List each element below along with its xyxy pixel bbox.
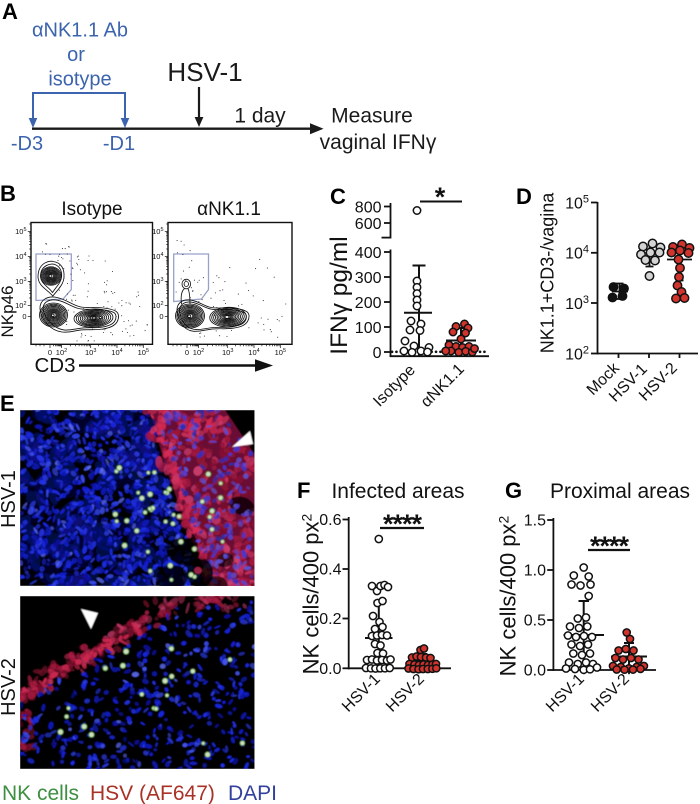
- svg-text:NK1.1+CD3-/vagina: NK1.1+CD3-/vagina: [538, 192, 558, 354]
- svg-text:600: 600: [355, 216, 382, 233]
- svg-text:104: 104: [111, 348, 122, 357]
- svg-text:NK cells/400 px2: NK cells/400 px2: [299, 513, 324, 674]
- svg-text:NK cells/400 px2: NK cells/400 px2: [496, 515, 521, 676]
- svg-text:NKp46: NKp46: [0, 286, 17, 338]
- svg-text:0: 0: [159, 312, 163, 321]
- svg-text:Proximal areas: Proximal areas: [550, 480, 690, 503]
- svg-text:HSV-2: HSV-2: [0, 658, 20, 716]
- svg-text:DAPI: DAPI: [228, 782, 277, 804]
- svg-text:103: 103: [85, 348, 96, 357]
- svg-text:105: 105: [275, 348, 286, 357]
- svg-text:104: 104: [152, 252, 163, 261]
- svg-text:103: 103: [15, 277, 26, 286]
- svg-text:1 day: 1 day: [234, 105, 286, 128]
- svg-text:HSV-1: HSV-1: [167, 57, 242, 87]
- svg-text:F: F: [297, 478, 310, 503]
- svg-text:isotype: isotype: [48, 69, 111, 91]
- svg-text:0: 0: [185, 348, 189, 357]
- svg-text:102: 102: [15, 301, 26, 310]
- svg-text:100: 100: [355, 320, 382, 337]
- svg-text:104: 104: [15, 252, 26, 261]
- svg-text:IFNγ pg/ml: IFNγ pg/ml: [326, 236, 353, 354]
- svg-text:300: 300: [355, 270, 382, 287]
- svg-text:0: 0: [373, 345, 382, 362]
- svg-text:B: B: [0, 181, 16, 206]
- svg-text:CD3: CD3: [35, 354, 76, 377]
- svg-text:400: 400: [355, 245, 382, 262]
- svg-text:0: 0: [22, 312, 26, 321]
- svg-text:-D1: -D1: [103, 133, 135, 155]
- svg-text:105: 105: [138, 348, 149, 357]
- svg-text:0.0: 0.0: [319, 661, 341, 678]
- svg-text:-D3: -D3: [11, 133, 43, 155]
- svg-text:D: D: [516, 184, 532, 209]
- svg-text:****: ****: [383, 509, 423, 539]
- svg-text:0.5: 0.5: [524, 613, 546, 630]
- svg-text:G: G: [505, 478, 522, 503]
- svg-text:0.0: 0.0: [524, 663, 546, 680]
- svg-text:****: ****: [590, 531, 630, 561]
- svg-text:800: 800: [355, 199, 382, 216]
- svg-text:HSV-1: HSV-1: [0, 470, 20, 528]
- svg-text:αNK1.1: αNK1.1: [197, 199, 261, 220]
- svg-text:Isotype: Isotype: [61, 199, 122, 220]
- svg-text:0.2: 0.2: [319, 611, 341, 628]
- svg-text:103: 103: [222, 348, 233, 357]
- svg-text:105: 105: [15, 227, 26, 236]
- svg-text:vaginal IFNγ: vaginal IFNγ: [320, 131, 437, 154]
- svg-text:C: C: [330, 184, 346, 209]
- svg-text:Infected areas: Infected areas: [331, 480, 464, 503]
- svg-text:HSV (AF647): HSV (AF647): [90, 782, 215, 804]
- svg-text:200: 200: [355, 295, 382, 312]
- svg-text:1.0: 1.0: [524, 563, 546, 580]
- svg-text:αNK1.1 Ab: αNK1.1 Ab: [32, 20, 128, 42]
- svg-text:102: 102: [193, 348, 204, 357]
- svg-text:NK cells: NK cells: [2, 782, 79, 804]
- svg-text:105: 105: [152, 227, 163, 236]
- svg-text:104: 104: [248, 348, 259, 357]
- svg-text:0.4: 0.4: [319, 562, 341, 579]
- svg-text:Measure: Measure: [331, 105, 413, 128]
- svg-text:or: or: [67, 44, 85, 66]
- svg-text:A: A: [2, 0, 18, 24]
- svg-text:0: 0: [48, 348, 52, 357]
- svg-text:*: *: [435, 182, 446, 212]
- svg-text:0.6: 0.6: [319, 512, 341, 529]
- svg-text:E: E: [0, 391, 15, 416]
- svg-text:1.5: 1.5: [524, 513, 546, 530]
- svg-text:102: 102: [56, 348, 67, 357]
- svg-text:102: 102: [152, 301, 163, 310]
- svg-text:103: 103: [152, 277, 163, 286]
